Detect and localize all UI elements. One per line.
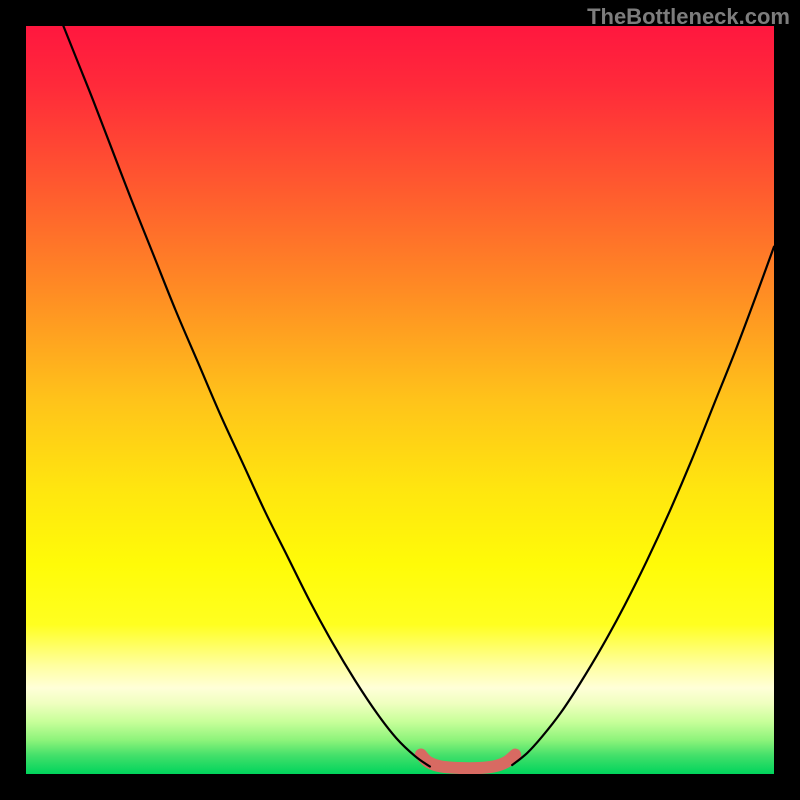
bottleneck-chart: TheBottleneck.com xyxy=(0,0,800,800)
chart-svg xyxy=(0,0,800,800)
plot-area xyxy=(26,26,774,774)
